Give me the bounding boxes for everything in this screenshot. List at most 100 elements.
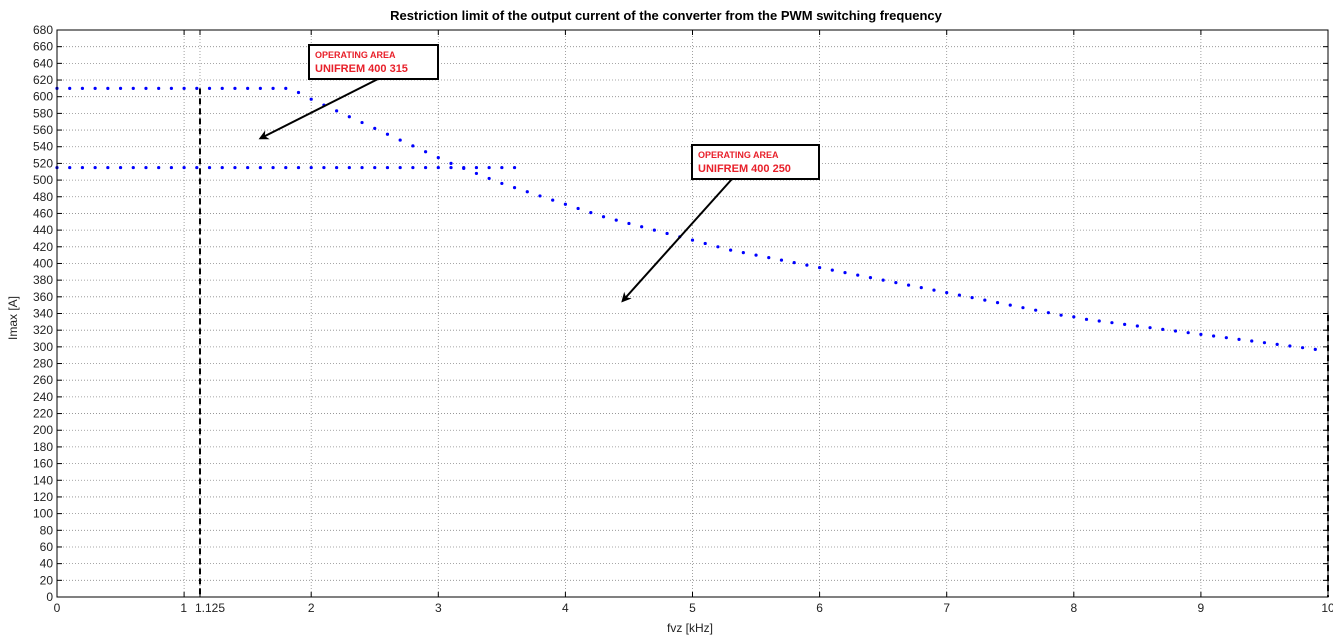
data-point: [665, 231, 669, 236]
y-tick-label: 160: [33, 457, 53, 471]
data-point: [1008, 303, 1012, 307]
annotations: OPERATING AREA UNIFREM 400 315 OPERATING A…: [258, 44, 820, 303]
y-tick-label: 340: [33, 307, 53, 321]
data-point: [309, 97, 313, 101]
y-tick-label: 20: [40, 573, 54, 587]
y-tick-label: 680: [33, 23, 53, 37]
y-tick-label: 380: [33, 273, 53, 287]
x-tick-label: 0: [54, 601, 61, 615]
x-tick-label: 2: [308, 601, 315, 615]
data-point: [1059, 313, 1063, 317]
annotation-box: [308, 44, 439, 80]
annotation-arrow: [258, 78, 379, 140]
x-tick-label: 6: [816, 601, 823, 615]
data-point: [652, 228, 656, 232]
y-tick-label: 40: [40, 557, 54, 571]
annotation-title: OPERATING AREA: [315, 50, 396, 60]
data-point: [500, 165, 504, 170]
y-tick-label: 460: [33, 206, 53, 220]
y-tick-label: 600: [33, 90, 53, 104]
y-tick-label: 540: [33, 140, 53, 154]
data-point: [970, 296, 974, 300]
annotation-title: OPERATING AREA: [698, 150, 779, 160]
y-tick-label: 280: [33, 357, 53, 371]
y-tick-label: 660: [33, 40, 53, 54]
data-point: [157, 165, 161, 170]
data-point: [767, 256, 771, 260]
data-point: [500, 181, 504, 186]
data-point: [868, 276, 873, 280]
data-point: [779, 258, 784, 262]
data-point: [601, 215, 606, 219]
data-point: [614, 218, 618, 222]
y-tick-label: 260: [33, 373, 53, 387]
data-point: [220, 165, 224, 170]
data-point: [195, 86, 199, 90]
data-point: [233, 86, 237, 90]
y-tick-label: 580: [33, 106, 53, 120]
data-point: [258, 86, 262, 90]
data-point: [80, 165, 85, 170]
data-point: [1300, 346, 1305, 350]
y-tick-label: 200: [33, 423, 53, 437]
data-point: [551, 198, 555, 202]
data-point: [983, 298, 987, 302]
data-point: [1212, 334, 1216, 338]
data-point: [1110, 321, 1114, 325]
data-point: [474, 171, 479, 176]
y-tick-label: 320: [33, 323, 53, 337]
y-tick-label: 60: [40, 540, 54, 554]
y-axis-label: Imax [A]: [6, 296, 20, 340]
data-point: [284, 165, 288, 170]
data-point: [1084, 317, 1089, 321]
data-point: [1097, 319, 1101, 323]
data-point: [207, 165, 212, 170]
data-point: [335, 165, 339, 170]
data-point: [335, 109, 339, 113]
x-axis-ticks: 0 1 1.125 2 3 4 5 6 7 8 9 10: [54, 30, 1333, 615]
data-point: [423, 165, 428, 170]
data-point: [589, 211, 593, 215]
annotation-model: UNIFREM 400 315: [315, 63, 408, 75]
data-point: [284, 86, 288, 90]
data-point: [563, 202, 568, 206]
data-point: [1046, 311, 1050, 315]
data-point: [106, 165, 110, 170]
data-point: [246, 86, 250, 90]
data-point: [385, 165, 390, 170]
data-point: [881, 278, 885, 282]
data-point: [169, 165, 173, 170]
data-point: [296, 165, 301, 170]
data-point: [68, 86, 72, 90]
data-point: [436, 155, 440, 160]
y-tick-label: 640: [33, 56, 53, 70]
y-tick-label: 500: [33, 173, 53, 187]
data-point: [360, 120, 364, 125]
data-point: [690, 238, 695, 242]
data-point: [1186, 331, 1190, 335]
data-point: [271, 86, 275, 90]
data-point: [296, 90, 301, 95]
y-axis-ticks: 0 20 40 60 80 100 120 140 160 180 200 220 240 260 280 3…: [33, 23, 1328, 604]
data-point: [1199, 332, 1203, 336]
data-point: [1313, 347, 1317, 351]
data-point: [1262, 341, 1267, 345]
x-tick-label: 7: [943, 601, 950, 615]
y-tick-label: 140: [33, 473, 53, 487]
data-point: [169, 86, 173, 90]
y-tick-label: 520: [33, 156, 53, 170]
data-point: [957, 293, 962, 297]
data-point: [856, 273, 860, 277]
x-tick-label: 5: [689, 601, 696, 615]
data-point: [1072, 315, 1076, 319]
data-point: [80, 86, 85, 90]
data-point: [360, 165, 364, 170]
data-point: [1021, 306, 1025, 310]
y-tick-label: 120: [33, 490, 53, 504]
data-point: [144, 86, 148, 90]
y-tick-label: 100: [33, 507, 53, 521]
data-point: [398, 138, 402, 142]
data-point: [754, 253, 758, 257]
data-point: [93, 86, 97, 90]
data-point: [843, 271, 847, 275]
